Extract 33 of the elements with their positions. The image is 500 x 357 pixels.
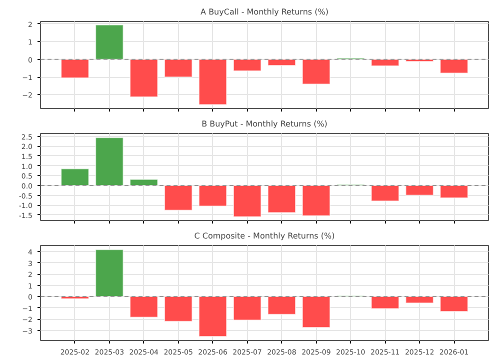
bar	[302, 58, 330, 85]
bar	[302, 184, 330, 216]
bar	[370, 296, 400, 310]
bar	[95, 137, 124, 186]
bar	[440, 184, 468, 198]
bar	[267, 184, 296, 214]
bar	[232, 296, 262, 321]
bar	[95, 249, 124, 298]
bar	[164, 184, 193, 211]
bar	[370, 58, 400, 66]
chart-title: B BuyPut - Monthly Returns (%)	[202, 120, 328, 128]
bar	[405, 296, 434, 304]
chart-title: C Composite - Monthly Returns (%)	[194, 232, 335, 240]
bar	[440, 296, 468, 312]
bar	[60, 168, 90, 186]
bar	[232, 58, 262, 72]
bar	[198, 296, 228, 337]
bar	[130, 178, 158, 186]
bar	[95, 24, 124, 60]
bar	[198, 184, 228, 207]
bar	[370, 184, 400, 202]
bar	[440, 58, 468, 74]
bar	[232, 184, 262, 218]
bar	[60, 58, 90, 78]
bar	[198, 58, 228, 106]
bar	[405, 184, 434, 196]
bar	[302, 296, 330, 328]
bar	[130, 296, 158, 318]
bar	[130, 58, 158, 98]
bar	[267, 296, 296, 315]
bar	[164, 296, 193, 322]
bar	[164, 58, 193, 78]
chart-title: A BuyCall - Monthly Returns (%)	[200, 8, 328, 16]
